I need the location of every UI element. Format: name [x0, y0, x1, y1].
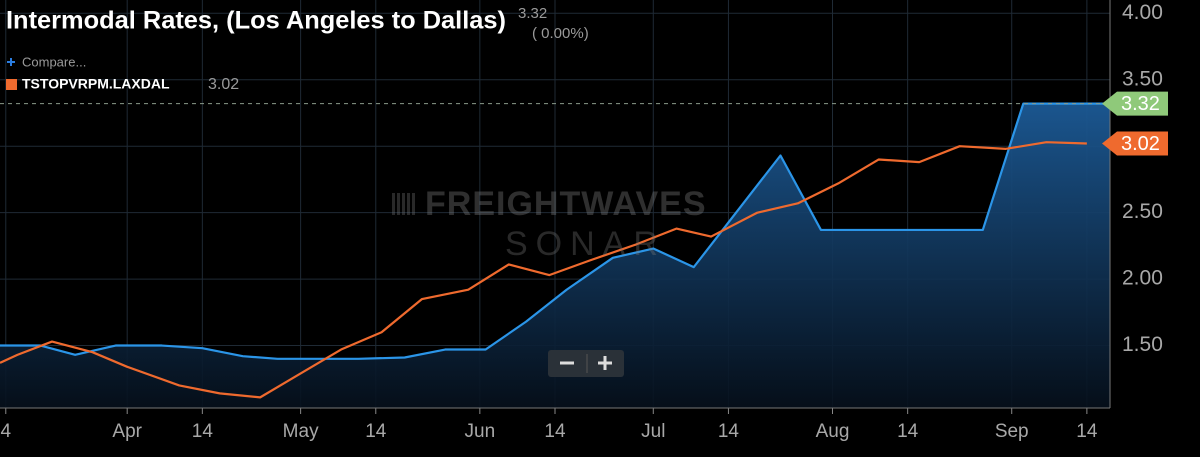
y-tick-label: 1.50: [1122, 333, 1163, 356]
value-tag-label: 3.02: [1121, 133, 1160, 155]
value-tag-label: 3.32: [1121, 93, 1160, 115]
compare-label[interactable]: Compare...: [22, 54, 86, 69]
area: [0, 103, 1110, 408]
zoom-controls: [548, 350, 624, 377]
plot: [0, 102, 1110, 408]
y-tick-label: 3.50: [1122, 67, 1163, 90]
value-tag: [1102, 131, 1168, 156]
legend-swatch: [6, 79, 17, 90]
watermark: FREIGHTWAVES SONAR: [392, 185, 707, 263]
zoom-in[interactable]: [598, 356, 612, 370]
x-tick-label: Sep: [995, 421, 1029, 442]
line: [0, 141, 1087, 399]
y-tick-label: 4.00: [1122, 1, 1163, 24]
compare-icon: [7, 58, 15, 66]
change-label: ( 0.00%): [532, 25, 589, 42]
x-tick-label: Aug: [816, 421, 850, 442]
x-tick-label: 4: [0, 421, 11, 442]
x-tick-label: 14: [365, 421, 387, 442]
x-tick-label: Jun: [465, 421, 496, 442]
y-tick-label: 2.00: [1122, 267, 1163, 290]
compare-button[interactable]: Compare...: [7, 54, 86, 69]
watermark-text: FREIGHTWAVES: [425, 185, 707, 223]
zoom-panel: [548, 350, 624, 377]
x-tick-label: Apr: [112, 421, 142, 442]
x-tick-label: 14: [544, 421, 566, 442]
header-value: 3.32: [518, 5, 547, 22]
x-tick-label: Jul: [641, 421, 665, 442]
legend-value: 3.02: [208, 76, 239, 93]
value-tag: [1102, 91, 1168, 116]
line: [0, 102, 1110, 360]
legend-label: TSTOPVRPM.LAXDAL: [22, 76, 170, 92]
x-tick-label: May: [283, 421, 319, 442]
y-tick-label: 2.50: [1122, 200, 1163, 223]
x-tick-label: 14: [897, 421, 919, 442]
x-tick-label: 14: [718, 421, 740, 442]
watermark-text: SONAR: [505, 225, 666, 263]
x-tick-label: 14: [192, 421, 214, 442]
chart-title: Intermodal Rates, (Los Angeles to Dallas…: [6, 7, 506, 35]
x-tick-label: 14: [1076, 421, 1098, 442]
watermark-logo: [392, 193, 415, 215]
axis: 1.502.002.503.003.504.004Apr14May14Jun14…: [0, 0, 1168, 442]
